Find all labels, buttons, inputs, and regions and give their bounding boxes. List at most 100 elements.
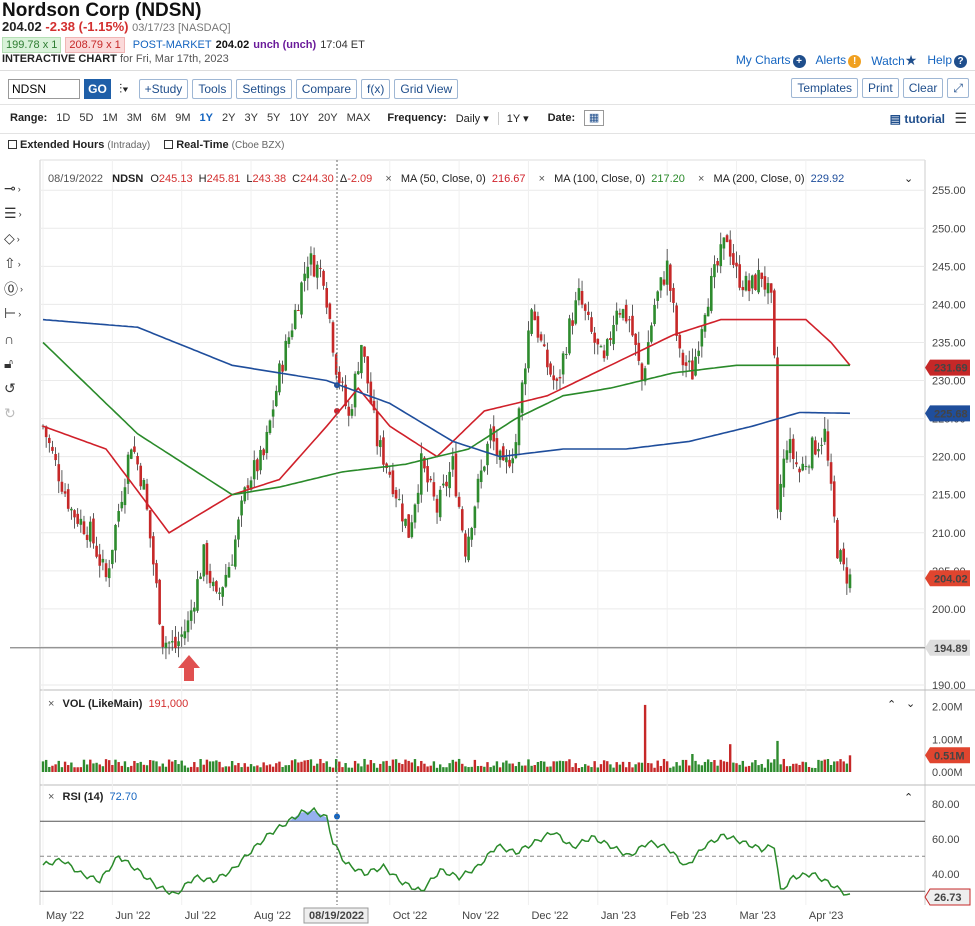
y-tick-label: 190.00 — [932, 680, 966, 692]
fib-tool[interactable]: ☰ › — [4, 205, 22, 221]
grid-view-button[interactable]: Grid View — [394, 79, 459, 99]
volume-bar — [111, 764, 114, 772]
volume-bar — [155, 761, 158, 772]
tools-button[interactable]: Tools — [192, 79, 233, 99]
rsi-tick-label: 60.00 — [932, 834, 960, 846]
range-option[interactable]: 2Y — [222, 112, 236, 124]
volume-bar — [180, 760, 183, 772]
candle-body — [341, 381, 344, 383]
candle-body — [161, 626, 165, 647]
study-button[interactable]: +Study — [138, 79, 189, 99]
my-charts-link[interactable]: My Charts + — [736, 53, 806, 68]
chevron-up-icon[interactable]: ⌃ — [904, 792, 913, 804]
symbol-input[interactable] — [8, 79, 80, 99]
volume-bar — [836, 761, 839, 772]
arrow-tool[interactable]: ⇧ › — [4, 255, 21, 271]
magnet-tool[interactable]: ∩ — [4, 326, 34, 351]
candle-body — [274, 390, 278, 407]
post-market-time: 17:04 ET — [320, 39, 365, 51]
candle-body — [189, 610, 193, 621]
volume-bar — [164, 766, 168, 772]
candle-body — [290, 330, 294, 338]
range-option[interactable]: 3Y — [244, 112, 258, 124]
volume-bar — [498, 767, 502, 772]
candle-body — [284, 340, 288, 371]
shape-tool[interactable]: ◇ › — [4, 230, 20, 246]
price-chart[interactable]: 255.00 250.00 245.00 240.00 235.00 230.00 225.… — [0, 155, 975, 926]
candle-body — [155, 563, 158, 584]
candle-body — [442, 483, 445, 486]
candle-body — [684, 362, 688, 366]
candle-body — [338, 371, 341, 384]
extended-hours-checkbox[interactable]: Extended Hours (Intraday) — [8, 139, 150, 151]
print-button[interactable]: Print — [862, 78, 899, 98]
candle-body — [145, 483, 149, 510]
range-option[interactable]: 5D — [79, 112, 94, 124]
real-time-checkbox[interactable]: Real-Time (Cboe BZX) — [164, 139, 284, 151]
volume-bar — [511, 763, 514, 772]
fx-button[interactable]: f(x) — [361, 79, 391, 99]
volume-bar — [117, 762, 120, 772]
range-option[interactable]: 3M — [126, 112, 142, 124]
volume-bar — [353, 760, 357, 772]
help-link[interactable]: Help? — [927, 53, 967, 68]
period-select[interactable]: 1Y ▾ — [497, 111, 529, 125]
collapse-icon[interactable]: ⌄ — [904, 173, 913, 185]
undo-tool[interactable]: ↺ — [4, 376, 34, 401]
volume-bar — [227, 766, 231, 772]
candle-body — [520, 382, 524, 413]
compare-button[interactable]: Compare — [295, 79, 358, 99]
range-option[interactable]: MAX — [346, 112, 371, 124]
go-button[interactable]: GO — [84, 79, 111, 99]
range-option[interactable]: 9M — [175, 112, 191, 124]
candle-body — [571, 320, 574, 326]
menu-icon[interactable]: ☰ — [954, 110, 967, 126]
crosshair-tool[interactable]: ⊸ › — [4, 180, 21, 196]
alerts-link[interactable]: Alerts! — [816, 53, 862, 68]
frequency-select[interactable]: Daily ▾ — [456, 112, 489, 125]
range-option[interactable]: 1M — [102, 112, 118, 124]
chart-toolbar: GO ⫶▾ +Study Tools Settings Compare f(x)… — [8, 78, 459, 100]
price-label: 204.02 — [934, 573, 968, 585]
settings-button[interactable]: Settings — [236, 79, 292, 99]
watch-link[interactable]: Watch★ — [871, 52, 917, 69]
clear-button[interactable]: Clear — [902, 78, 944, 98]
candle-body — [334, 354, 338, 375]
range-option[interactable]: 5Y — [266, 112, 281, 124]
candle-body — [252, 460, 256, 480]
candle-body — [782, 458, 786, 488]
tutorial-link[interactable]: ▤ tutorial — [890, 112, 945, 126]
period-value: 1Y — [506, 112, 521, 125]
volume-bar — [697, 764, 700, 772]
volume-bar — [804, 762, 808, 772]
lock-tool[interactable]: 🔓︎ — [4, 351, 34, 376]
chevron-up-icon[interactable]: ⌃ — [887, 699, 896, 711]
volume-bar — [823, 759, 826, 772]
candle-body — [271, 409, 275, 417]
candle-body — [416, 492, 420, 504]
range-option[interactable]: 1Y — [199, 112, 213, 124]
candle-body — [363, 346, 366, 357]
redo-tool[interactable]: ↻ — [4, 401, 34, 426]
volume-bar — [479, 765, 483, 772]
range-option[interactable]: 10Y — [289, 112, 309, 124]
help-label: Help — [927, 53, 952, 67]
legend-vol: × VOL (LikeMain) 191,000 — [48, 698, 188, 710]
chevron-down-icon[interactable]: ⌄ — [906, 698, 915, 710]
expand-icon[interactable]: ⤢ — [947, 78, 969, 98]
measure-tool[interactable]: ⊢ › — [4, 305, 22, 321]
chart-type-icon[interactable]: ⫶▾ — [119, 81, 129, 96]
volume-bar — [319, 758, 322, 772]
volume-bar — [785, 766, 789, 772]
candle-body — [445, 481, 448, 487]
range-option[interactable]: 6M — [150, 112, 167, 124]
volume-bar — [202, 764, 205, 772]
templates-button[interactable]: Templates — [791, 78, 859, 98]
annotation-tool[interactable]: ⓪ › — [4, 280, 23, 297]
range-option[interactable]: 1D — [56, 112, 71, 124]
legend-ma50: MA (50, Close, 0) — [401, 173, 486, 185]
last-price: 204.02 — [2, 19, 42, 34]
range-option[interactable]: 20Y — [317, 112, 338, 124]
volume-bar — [628, 761, 631, 772]
calendar-icon[interactable]: ▦ — [584, 110, 605, 126]
